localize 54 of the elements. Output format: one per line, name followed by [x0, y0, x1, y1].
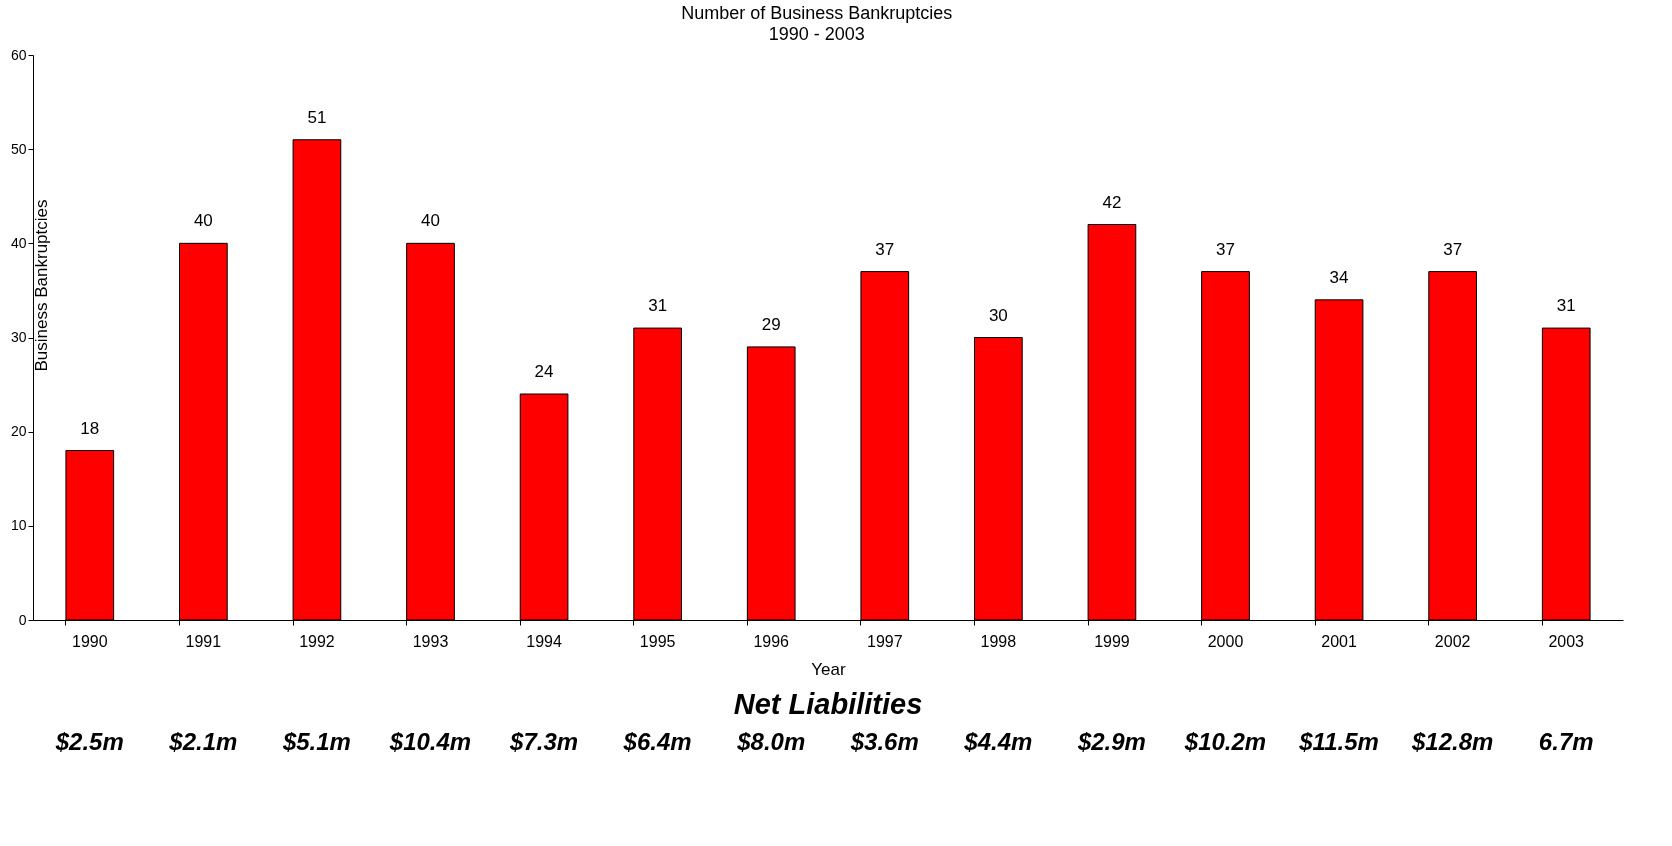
text: $2.1m — [168, 728, 238, 755]
x-tick-label: 1992 — [299, 632, 335, 650]
data-label: 30 — [988, 305, 1008, 325]
data-label: 37 — [875, 239, 895, 259]
data-label: 18 — [80, 418, 100, 438]
data-label: 34 — [1329, 267, 1349, 287]
text: $4.4m — [963, 728, 1033, 755]
text: $12.8m — [1410, 728, 1494, 755]
x-tick-label: 1998 — [980, 632, 1017, 650]
data-label: 29 — [761, 314, 781, 334]
chart-title: Number of Business Bankruptcies — [681, 3, 953, 23]
x-tick-label: 2001 — [1321, 632, 1357, 650]
data-label: 37 — [1443, 239, 1463, 259]
y-tick-label: 50 — [10, 140, 27, 157]
x-tick-label: 1996 — [753, 632, 790, 650]
text: $11.5m — [1298, 728, 1379, 755]
x-tick-label: 1997 — [866, 632, 903, 650]
data-label: 40 — [193, 211, 213, 231]
y-tick-label: 60 — [10, 46, 27, 63]
text: $5.1m — [281, 728, 351, 755]
text: $6.4m — [622, 728, 692, 755]
data-label: 42 — [1102, 192, 1122, 212]
text: $7.3m — [509, 728, 579, 755]
y-axis-title: Business Bankruptcies — [31, 199, 51, 372]
text: $2.5m — [54, 728, 124, 755]
text: Net Liabilities — [733, 688, 923, 720]
data-label: 24 — [534, 362, 554, 381]
data-label: 31 — [1556, 296, 1576, 316]
y-tick-label: 20 — [10, 423, 27, 440]
y-tick-label: 0 — [18, 611, 27, 628]
data-label: 51 — [307, 107, 327, 127]
x-axis-title: Year — [811, 659, 847, 679]
x-tick-label: 2002 — [1434, 632, 1471, 650]
text: $3.6m — [849, 728, 919, 755]
text: $10.2m — [1183, 728, 1267, 755]
x-tick-label: 2003 — [1548, 632, 1585, 650]
text: $8.0m — [736, 728, 806, 755]
data-label: 40 — [421, 211, 440, 231]
y-tick-label: 10 — [10, 517, 27, 534]
data-label: 37 — [1216, 239, 1235, 259]
y-tick-label: 30 — [10, 329, 27, 345]
x-tick-label: 2000 — [1207, 632, 1244, 650]
x-tick-label: 1999 — [1094, 632, 1130, 650]
text: $10.4m — [388, 728, 472, 755]
x-tick-label: 1990 — [71, 632, 108, 650]
x-tick-label: 1991 — [185, 632, 222, 650]
chart-subtitle: 1990 - 2003 — [768, 24, 865, 44]
text: 6.7m — [1538, 728, 1594, 755]
x-tick-label: 1995 — [639, 632, 676, 650]
text: $2.9m — [1076, 728, 1146, 755]
x-tick-label: 1993 — [412, 632, 449, 650]
x-tick-label: 1994 — [526, 632, 562, 650]
data-label: 31 — [648, 296, 668, 316]
y-tick-label: 40 — [10, 234, 27, 251]
